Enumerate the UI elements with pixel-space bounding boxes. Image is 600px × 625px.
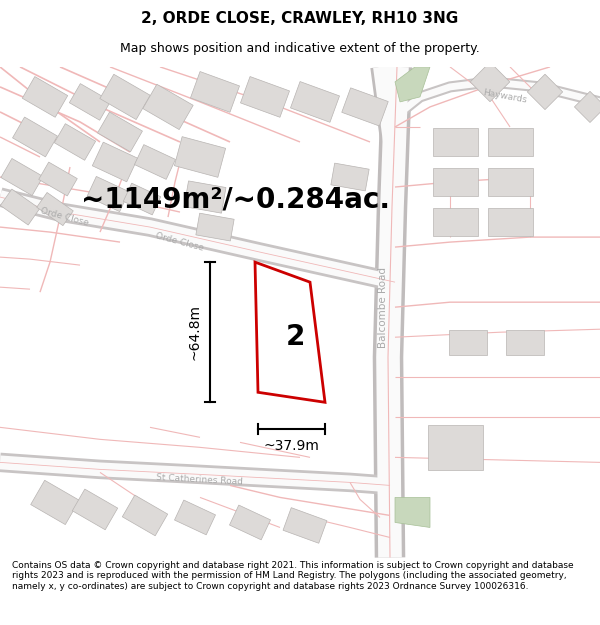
- Text: 2: 2: [286, 323, 305, 351]
- Bar: [331, 163, 369, 191]
- Bar: [196, 213, 234, 241]
- Bar: [241, 76, 290, 118]
- Text: ~64.8m: ~64.8m: [188, 304, 202, 360]
- Text: St Catherines Road: St Catherines Road: [157, 472, 244, 486]
- Text: Haywards: Haywards: [482, 89, 527, 105]
- Bar: [527, 74, 563, 109]
- Bar: [184, 181, 226, 213]
- Bar: [122, 495, 168, 536]
- Bar: [1, 189, 40, 225]
- Bar: [427, 425, 482, 470]
- Bar: [22, 76, 68, 118]
- Bar: [134, 144, 176, 179]
- Bar: [13, 117, 58, 157]
- Text: Contains OS data © Crown copyright and database right 2021. This information is : Contains OS data © Crown copyright and d…: [12, 561, 574, 591]
- Bar: [433, 128, 478, 156]
- Bar: [55, 124, 95, 160]
- Bar: [175, 500, 215, 535]
- Bar: [143, 84, 193, 129]
- Bar: [574, 91, 600, 123]
- Bar: [449, 330, 487, 355]
- Bar: [175, 137, 226, 178]
- Text: Orde Close: Orde Close: [155, 231, 205, 253]
- Bar: [342, 88, 388, 126]
- Bar: [39, 162, 77, 196]
- Bar: [190, 71, 239, 112]
- Bar: [123, 183, 161, 215]
- Bar: [433, 168, 478, 196]
- Text: ~1149m²/~0.284ac.: ~1149m²/~0.284ac.: [80, 185, 389, 213]
- Bar: [487, 208, 533, 236]
- Bar: [290, 81, 340, 122]
- Text: 2, ORDE CLOSE, CRAWLEY, RH10 3NG: 2, ORDE CLOSE, CRAWLEY, RH10 3NG: [142, 11, 458, 26]
- Bar: [70, 84, 110, 120]
- Bar: [37, 192, 73, 226]
- Polygon shape: [395, 498, 430, 528]
- Bar: [31, 480, 79, 524]
- Text: Balcombe Road: Balcombe Road: [378, 267, 388, 348]
- Bar: [433, 208, 478, 236]
- Bar: [92, 142, 138, 182]
- Bar: [487, 128, 533, 156]
- Polygon shape: [395, 67, 430, 102]
- Bar: [506, 330, 544, 355]
- Text: Orde Close: Orde Close: [40, 206, 90, 228]
- Polygon shape: [255, 262, 325, 402]
- Bar: [98, 112, 142, 152]
- Text: Map shows position and indicative extent of the property.: Map shows position and indicative extent…: [120, 42, 480, 54]
- Bar: [100, 74, 150, 119]
- Bar: [283, 508, 327, 543]
- Bar: [87, 176, 129, 212]
- Bar: [72, 489, 118, 530]
- Bar: [1, 159, 43, 196]
- Bar: [470, 62, 510, 102]
- Text: ~37.9m: ~37.9m: [263, 439, 319, 453]
- Bar: [229, 505, 271, 540]
- Bar: [487, 168, 533, 196]
